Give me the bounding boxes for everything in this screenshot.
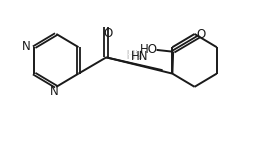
Text: N: N (22, 40, 31, 53)
Text: HN: HN (131, 50, 148, 63)
Text: HN: HN (126, 49, 143, 62)
Text: HO: HO (140, 43, 158, 56)
Text: HN: HN (126, 49, 143, 62)
Text: O: O (197, 28, 206, 41)
Text: O: O (103, 27, 112, 40)
Text: N: N (50, 85, 59, 98)
